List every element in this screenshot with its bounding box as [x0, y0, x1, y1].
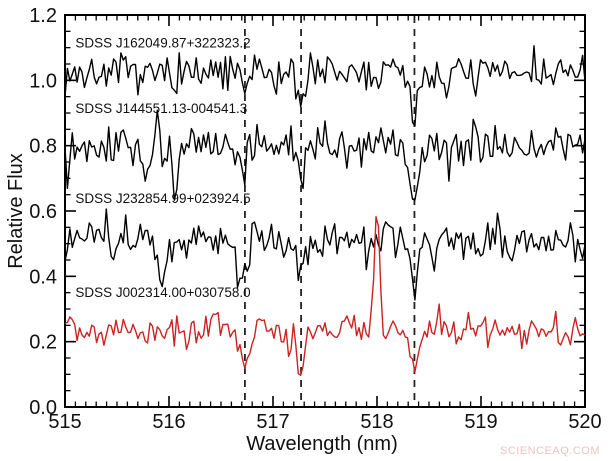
- watermark: SCIENCEAQ.COM: [499, 445, 600, 457]
- spectrum-series-0: SDSS J162049.87+322323.2: [64, 36, 586, 127]
- series-label: SDSS J162049.87+322323.2: [75, 36, 250, 51]
- x-tick-label: 516: [152, 411, 185, 433]
- y-tick-label: 0.4: [29, 266, 57, 288]
- y-tick-label: 1.0: [29, 70, 57, 92]
- x-tick-label: 519: [464, 411, 497, 433]
- spectrum-series-1: SDSS J144551.13-004541.3: [64, 101, 586, 201]
- series-label: SDSS J232854.99+023924.5: [75, 191, 250, 206]
- spectrum-series-2: SDSS J232854.99+023924.5: [64, 191, 586, 301]
- series-label: SDSS J002314.00+030758.0: [75, 285, 250, 300]
- plot-frame: [64, 14, 586, 408]
- reference-lines: [244, 16, 416, 406]
- y-tick-label: 0.2: [29, 332, 57, 354]
- spectrum-line: [64, 45, 586, 127]
- x-tick-label: 517: [256, 411, 289, 433]
- spectrum-line: [64, 208, 586, 301]
- y-axis-title: Relative Flux: [5, 153, 27, 269]
- y-tick-label: 1.2: [29, 5, 57, 27]
- y-tick-label: 0.0: [29, 397, 57, 419]
- spectrum-series-3: SDSS J002314.00+030758.0: [64, 215, 586, 376]
- y-tick-label: 0.8: [29, 136, 57, 158]
- spectrum-line: [64, 109, 586, 201]
- x-axis-title: Wavelength (nm): [246, 433, 398, 455]
- x-tick-label: 515: [48, 411, 81, 433]
- y-tick-label: 0.6: [29, 201, 57, 223]
- spectrum-line: [64, 215, 586, 376]
- x-tick-label: 518: [360, 411, 393, 433]
- x-tick-label: 520: [568, 411, 601, 433]
- axes: 515 516 517 518 519 520 0.0 0.2 0.4 0.6 0.8 1.0 1.2: [29, 5, 602, 433]
- series-label: SDSS J144551.13-004541.3: [75, 101, 247, 116]
